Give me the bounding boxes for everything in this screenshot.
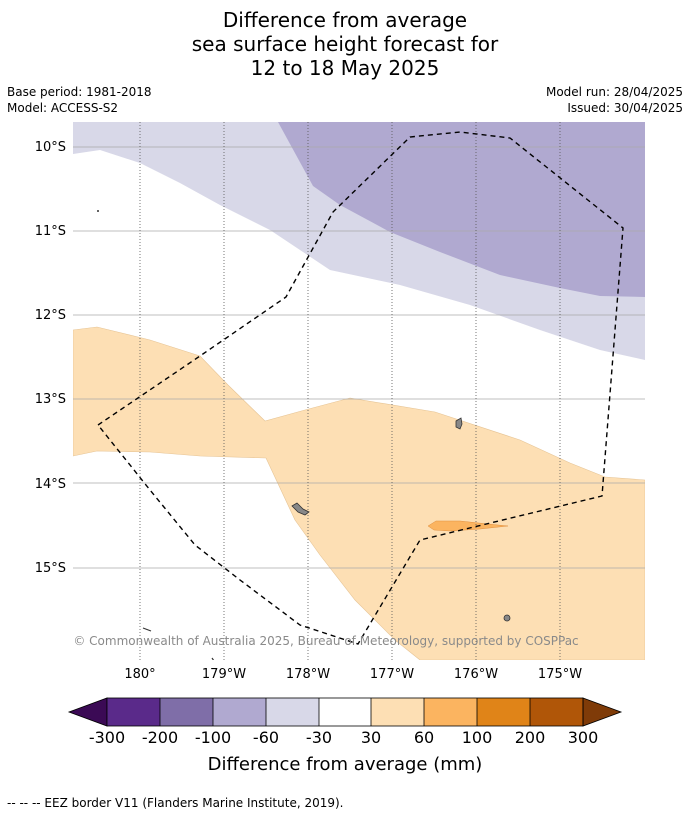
colorbar-tick: -300 [89,728,125,747]
anomaly-region-medium-lavender [278,122,645,297]
colorbar-under-arrow [67,697,108,727]
island-tutuila [455,417,463,430]
colorbar-segment [477,698,530,726]
lon-label: 180° [124,667,155,682]
issued-date: Issued: 30/04/2025 [567,101,683,115]
colorbar-segment [319,698,371,726]
title-line-2: sea surface height forecast for [191,32,499,56]
colorbar-tick: -200 [142,728,178,747]
eez-border [96,131,624,645]
colorbar-label: Difference from average (mm) [208,754,483,775]
latitude-labels: 10°S 11°S 12°S 13°S 14°S 15°S [35,140,66,576]
colorbar-tick: 300 [568,728,599,747]
lon-label: 177°W [370,667,414,682]
island-tiny [97,210,99,212]
map-area [73,122,645,660]
model-name: Model: ACCESS-S2 [7,101,119,115]
lat-label: 12°S [35,308,66,323]
lon-label: 179°W [202,667,246,682]
colorbar-segment [266,698,319,726]
colorbar-segment [371,698,424,726]
island-tiny-south [211,657,215,660]
colorbar-segment [424,698,477,726]
model-run: Model run: 28/04/2025 [545,85,683,99]
eez-legend: -- -- -- EEZ border V11 (Flanders Marine… [7,796,344,810]
title-line-3: 12 to 18 May 2025 [250,56,440,80]
colorbar-tick: 100 [462,728,493,747]
colorbar-segment [160,698,213,726]
lat-label: 13°S [35,392,66,407]
lat-label: 11°S [35,224,66,239]
colorbar-tick: -60 [253,728,279,747]
colorbar-tick: -30 [306,728,332,747]
colorbar-segment [530,698,583,726]
colorbar-segment [107,698,160,726]
lon-label: 176°W [454,667,498,682]
copyright-text: © Commonwealth of Australia 2025, Bureau… [73,634,578,648]
map-title: Difference from average sea surface heig… [0,8,690,80]
colorbar-tick: -100 [195,728,231,747]
lon-label: 175°W [538,667,582,682]
colorbar-tick: 200 [515,728,546,747]
island-niuafoou [503,614,511,622]
colorbar-over-arrow [582,697,623,727]
lat-label: 14°S [35,477,66,492]
anomaly-region-orange [427,520,509,532]
island-upolu [291,502,310,516]
colorbar-outline [106,697,584,727]
latitude-gridlines [73,146,645,569]
longitude-labels: 180° 179°W 178°W 177°W 176°W 175°W [124,667,582,682]
base-period: Base period: 1981-2018 [7,85,152,99]
colorbar: -300 -200 -100 -60 -30 30 60 100 200 300… [67,697,623,775]
lat-label: 10°S [35,140,66,155]
lat-label: 15°S [35,561,66,576]
colorbar-tick: 60 [414,728,434,747]
title-line-1: Difference from average [222,8,468,32]
lon-label: 178°W [286,667,330,682]
anomaly-region-light-orange [73,326,645,660]
meta-left: Base period: 1981-2018 Model: ACCESS-S2 [7,84,152,116]
island-small-west [142,627,152,632]
meta-right: Model run: 28/04/2025 Issued: 30/04/2025 [546,84,683,116]
colorbar-tick-labels: -300 -200 -100 -60 -30 30 60 100 200 300 [89,728,598,747]
colorbar-tick: 30 [361,728,381,747]
colorbar-segment [213,698,266,726]
